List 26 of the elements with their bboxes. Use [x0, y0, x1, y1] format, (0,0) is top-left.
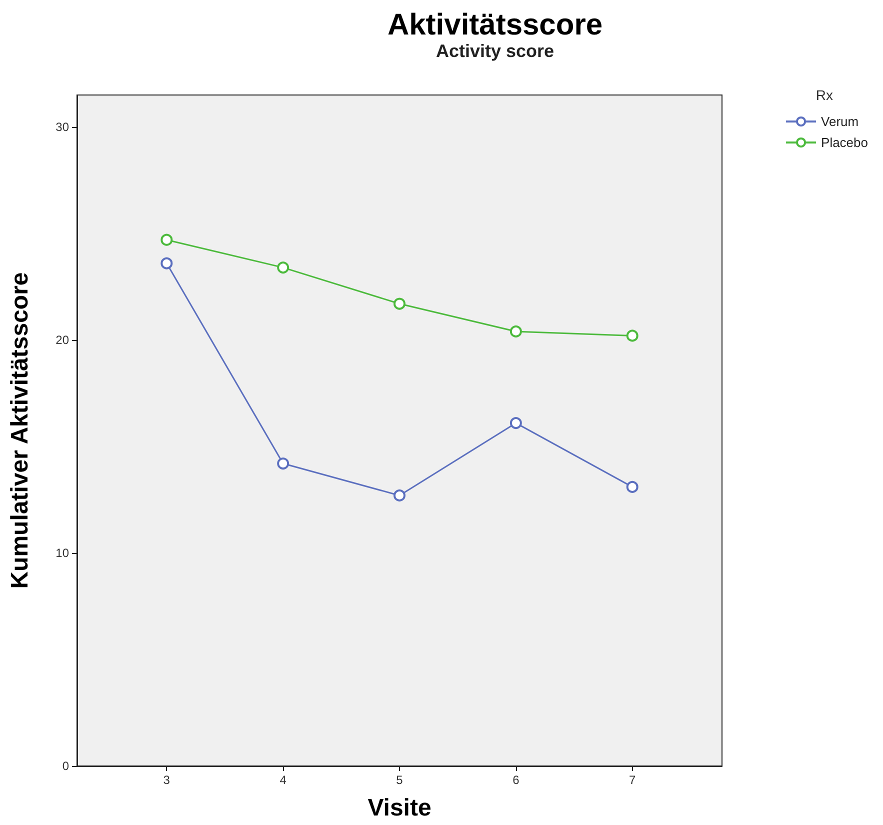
point — [394, 489, 406, 502]
point — [510, 417, 522, 430]
point — [626, 480, 638, 493]
y-axis-title: Kumulativer Aktivitätsscore — [6, 272, 34, 589]
x-tick-label: 6 — [512, 773, 520, 787]
y-tick-label: 20 — [56, 332, 70, 347]
point — [626, 330, 638, 342]
point — [510, 325, 522, 338]
point — [277, 458, 290, 470]
chart-title: Aktivitätsscore — [387, 8, 603, 42]
y-tick-label: 10 — [56, 546, 70, 560]
x-tick-label: 4 — [280, 773, 287, 787]
x-tick-label: 3 — [163, 773, 170, 787]
y-tick-label: 30 — [56, 120, 70, 134]
x-tick-label: 5 — [396, 773, 404, 787]
chart-subtitle: Activity score — [436, 41, 554, 61]
point — [394, 298, 406, 310]
point — [160, 234, 173, 246]
y-tick-label: 0 — [62, 759, 70, 773]
legend-title: Rx — [816, 87, 834, 103]
x-tick-label: 7 — [629, 773, 636, 787]
point — [277, 262, 290, 274]
legend-label: Verum — [821, 114, 859, 129]
point — [160, 257, 173, 270]
x-axis-title: Visite — [368, 794, 432, 822]
legend-label: Placebo — [821, 135, 868, 150]
